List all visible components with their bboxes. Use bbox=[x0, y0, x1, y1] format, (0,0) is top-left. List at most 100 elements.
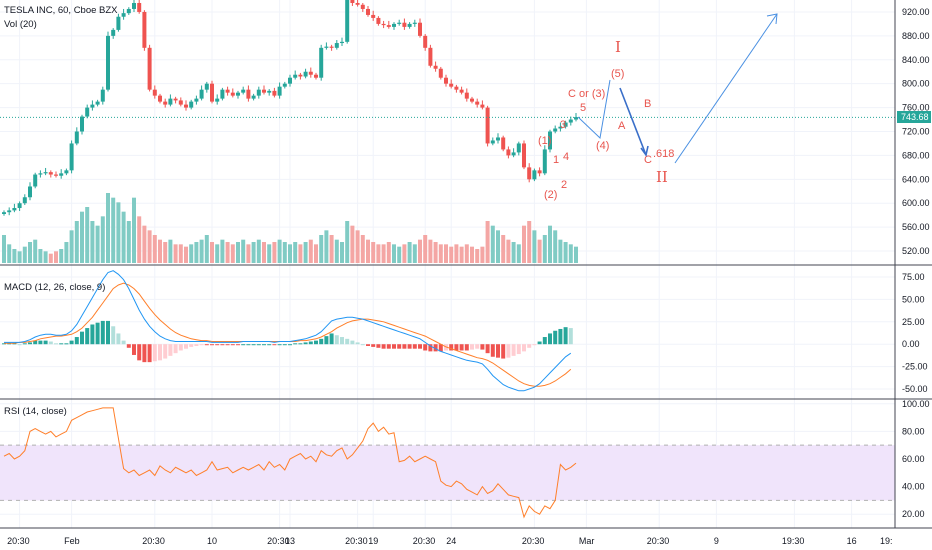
volume-bar-64 bbox=[334, 239, 339, 263]
volume-bar-12 bbox=[64, 242, 69, 263]
candle-body-93 bbox=[485, 107, 490, 144]
rsi-tick-label-4: 20.00 bbox=[902, 509, 925, 519]
time-tick-label-12: 20:30 bbox=[647, 536, 670, 546]
candle-body-90 bbox=[470, 98, 474, 102]
time-tick-label-13: 9 bbox=[714, 536, 719, 546]
candle-body-21 bbox=[111, 29, 116, 36]
macd-tick-label-3: 0.00 bbox=[902, 339, 920, 349]
macd-pane bbox=[2, 270, 573, 392]
candle-body-38 bbox=[199, 89, 204, 99]
time-tick-label-0: 20:30 bbox=[7, 536, 30, 546]
candle-body-48 bbox=[251, 95, 256, 99]
rsi-tick-label-1: 80.00 bbox=[902, 426, 925, 436]
volume-bar-29 bbox=[152, 235, 157, 263]
macd-hist-bar-39 bbox=[204, 344, 209, 346]
candle-body-81 bbox=[423, 35, 428, 48]
candle-body-19 bbox=[100, 89, 105, 102]
volume-bar-63 bbox=[329, 235, 334, 263]
macd-hist-bar-103 bbox=[537, 341, 542, 345]
volume-bar-72 bbox=[376, 244, 381, 263]
macd-hist-bar-28 bbox=[147, 344, 152, 363]
volume-bar-21 bbox=[111, 197, 116, 263]
candle-body-86 bbox=[449, 83, 454, 87]
macd-hist-bar-59 bbox=[308, 341, 313, 345]
candle-body-34 bbox=[178, 100, 183, 105]
macd-hist-bar-79 bbox=[412, 344, 417, 349]
candle-body-108 bbox=[563, 122, 568, 127]
price-tick-label-4: 680.00 bbox=[902, 150, 930, 160]
macd-hist-bar-73 bbox=[381, 344, 386, 349]
macd-label[interactable]: MACD (12, 26, close, 9) bbox=[4, 282, 105, 293]
candle-body-67 bbox=[350, 0, 355, 3]
volume-bar-11 bbox=[59, 249, 64, 263]
volume-bar-60 bbox=[314, 244, 318, 263]
candle-body-32 bbox=[168, 98, 173, 105]
volume-bar-35 bbox=[184, 246, 188, 263]
candle-body-97 bbox=[506, 149, 511, 156]
time-tick-label-15: 16 bbox=[847, 536, 857, 546]
volume-bar-95 bbox=[496, 230, 500, 263]
candle-body-63 bbox=[329, 46, 334, 48]
candle-body-109 bbox=[568, 119, 573, 123]
volume-bar-82 bbox=[428, 239, 433, 263]
candle-body-76 bbox=[397, 22, 402, 24]
macd-tick-label-4: -25.00 bbox=[902, 362, 928, 372]
volume-bar-69 bbox=[360, 235, 365, 263]
candle-body-35 bbox=[184, 104, 188, 108]
volume-bar-20 bbox=[106, 193, 110, 263]
candle-body-0 bbox=[2, 212, 6, 214]
macd-hist-bar-86 bbox=[449, 344, 454, 351]
volume-bar-34 bbox=[178, 244, 183, 263]
candle-body-77 bbox=[402, 22, 407, 27]
candle-body-30 bbox=[158, 95, 162, 102]
volume-bar-110 bbox=[574, 246, 578, 263]
rsi-label[interactable]: RSI (14, close) bbox=[4, 406, 67, 417]
macd-hist-bar-104 bbox=[542, 337, 547, 345]
candle-body-85 bbox=[444, 77, 448, 84]
candle-body-101 bbox=[527, 167, 532, 180]
volume-bar-9 bbox=[48, 253, 53, 263]
macd-hist-bar-4 bbox=[22, 343, 27, 345]
candle-body-6 bbox=[33, 174, 38, 187]
volume-bar-71 bbox=[371, 242, 376, 263]
macd-hist-bar-65 bbox=[340, 337, 344, 345]
volume-bar-108 bbox=[563, 242, 568, 263]
volume-bar-6 bbox=[33, 239, 38, 263]
volume-bar-57 bbox=[298, 244, 303, 263]
wave-1-label: (1) bbox=[538, 135, 551, 147]
macd-hist-bar-69 bbox=[360, 344, 365, 346]
macd-hist-bar-43 bbox=[225, 344, 230, 346]
macd-hist-bar-31 bbox=[163, 344, 168, 359]
candle-body-54 bbox=[282, 83, 287, 87]
candle-body-56 bbox=[293, 74, 298, 78]
volume-bar-44 bbox=[230, 244, 235, 263]
macd-hist-bar-62 bbox=[324, 336, 329, 345]
macd-hist-bar-72 bbox=[376, 344, 381, 348]
candle-body-41 bbox=[215, 98, 220, 102]
macd-hist-bar-99 bbox=[516, 344, 521, 355]
volume-bar-23 bbox=[121, 211, 126, 263]
volume-label[interactable]: Vol (20) bbox=[4, 19, 37, 30]
volume-bar-1 bbox=[7, 244, 12, 263]
time-tick-label-3: 10 bbox=[207, 536, 217, 546]
volume-bar-84 bbox=[438, 244, 443, 263]
macd-hist-bar-91 bbox=[475, 344, 480, 349]
volume-bar-24 bbox=[126, 221, 131, 263]
volume-bar-109 bbox=[568, 244, 573, 263]
candle-body-12 bbox=[64, 170, 69, 174]
macd-hist-bar-9 bbox=[48, 341, 53, 345]
macd-tick-label-0: 75.00 bbox=[902, 272, 925, 282]
rsi-line bbox=[3, 407, 577, 519]
candle-body-9 bbox=[48, 172, 53, 175]
volume-bar-107 bbox=[558, 239, 563, 263]
wave-minor-3-label: 3 bbox=[560, 119, 566, 131]
wave-C-label: C bbox=[644, 154, 652, 166]
symbol-title[interactable]: TESLA INC, 60, Cboe BZX bbox=[4, 5, 118, 16]
wave-5-label: (5) bbox=[611, 68, 624, 80]
volume-bar-3 bbox=[17, 251, 22, 263]
volume-bar-70 bbox=[366, 239, 370, 263]
volume-bar-8 bbox=[43, 251, 48, 263]
volume-bar-87 bbox=[454, 244, 459, 263]
volume-bar-46 bbox=[241, 239, 246, 263]
